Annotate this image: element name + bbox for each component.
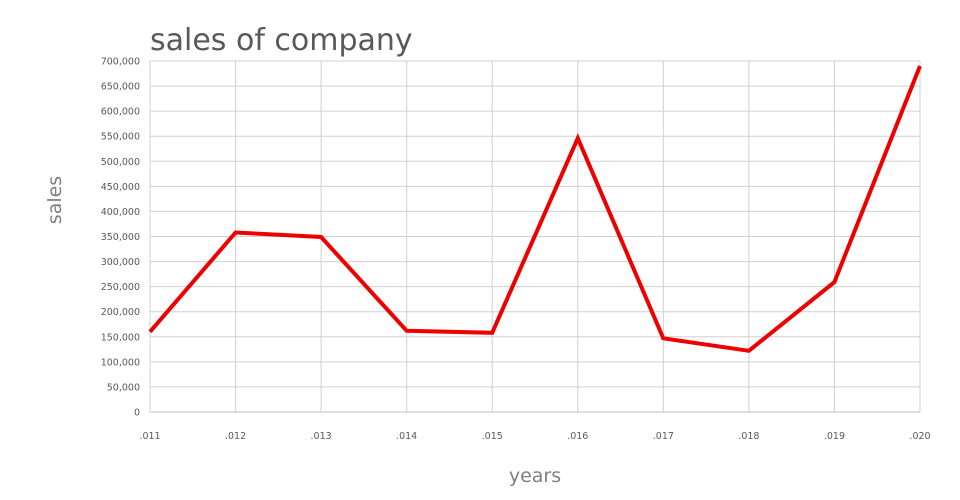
y-tick-label: 450,000 — [101, 182, 140, 193]
series-line — [148, 65, 922, 353]
tick-layer: 0 50,000 100,000 150,000 200,000 250,000 300,0… — [101, 57, 931, 443]
chart-title: sales of company — [150, 23, 413, 58]
y-tick-label: 250,000 — [101, 282, 140, 293]
y-tick-label: 650,000 — [101, 82, 140, 93]
y-tick-label: 550,000 — [101, 132, 140, 143]
y-tick-label: 300,000 — [101, 257, 140, 268]
x-tick-label: .013 — [311, 431, 332, 442]
y-tick-label: 100,000 — [101, 357, 140, 368]
x-tick-label: .017 — [653, 431, 674, 442]
x-tick-label: .019 — [824, 431, 845, 442]
x-tick-label: .012 — [225, 431, 246, 442]
x-tick-label: .011 — [139, 431, 160, 442]
y-tick-label: 200,000 — [101, 307, 140, 318]
y-tick-label: 700,000 — [101, 57, 140, 68]
y-tick-label: 50,000 — [107, 382, 140, 393]
x-tick-label: .016 — [567, 431, 588, 442]
y-axis-label: sales — [44, 176, 66, 224]
series-layer — [148, 65, 922, 353]
y-tick-label: 150,000 — [101, 332, 140, 343]
y-tick-label: 0 — [134, 408, 140, 419]
y-tick-label: 350,000 — [101, 232, 140, 243]
y-tick-label: 600,000 — [101, 107, 140, 118]
x-tick-label: .018 — [738, 431, 759, 442]
y-tick-label: 400,000 — [101, 207, 140, 218]
x-tick-label: .020 — [909, 431, 930, 442]
y-tick-label: 500,000 — [101, 157, 140, 168]
x-tick-label: .015 — [482, 431, 503, 442]
x-axis-label: years — [509, 465, 561, 487]
x-tick-label: .014 — [396, 431, 417, 442]
